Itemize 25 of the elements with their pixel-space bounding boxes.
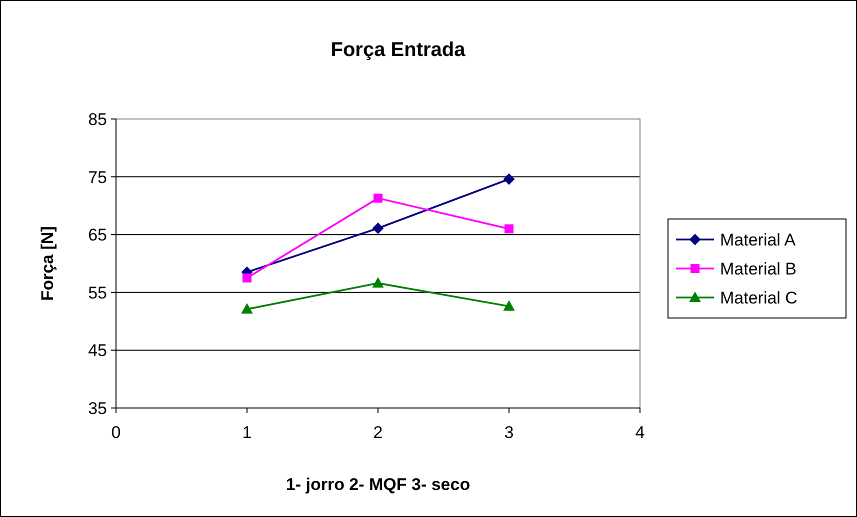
y-tick-label: 55 bbox=[88, 283, 107, 302]
y-tick-label: 35 bbox=[88, 398, 107, 418]
point bbox=[504, 224, 514, 234]
y-tick-label: 45 bbox=[88, 341, 107, 360]
x-tick-label: 2 bbox=[373, 423, 383, 442]
point bbox=[372, 278, 384, 288]
chart-title: Força Entrada bbox=[330, 39, 466, 61]
x-tick-label: 0 bbox=[111, 423, 121, 442]
y-tick-label: 65 bbox=[88, 226, 107, 245]
x-tick-label: 1 bbox=[242, 423, 252, 442]
legend-label: Material A bbox=[720, 230, 796, 250]
y-tick-label: 85 bbox=[88, 110, 107, 129]
x-axis-title: 1- jorro 2- MQF 3- seco bbox=[286, 475, 470, 494]
point bbox=[374, 194, 382, 203]
point bbox=[504, 174, 514, 185]
point bbox=[242, 304, 252, 314]
point bbox=[372, 222, 384, 234]
y-tick-label: 75 bbox=[88, 168, 107, 187]
point bbox=[242, 273, 252, 282]
legend-label: Material C bbox=[720, 288, 798, 308]
x-tick-label: 4 bbox=[635, 423, 645, 442]
x-tick-label: 3 bbox=[504, 423, 514, 442]
point bbox=[504, 300, 514, 311]
legend-label: Material B bbox=[720, 259, 797, 278]
y-axis-title: Força [N] bbox=[38, 226, 57, 301]
